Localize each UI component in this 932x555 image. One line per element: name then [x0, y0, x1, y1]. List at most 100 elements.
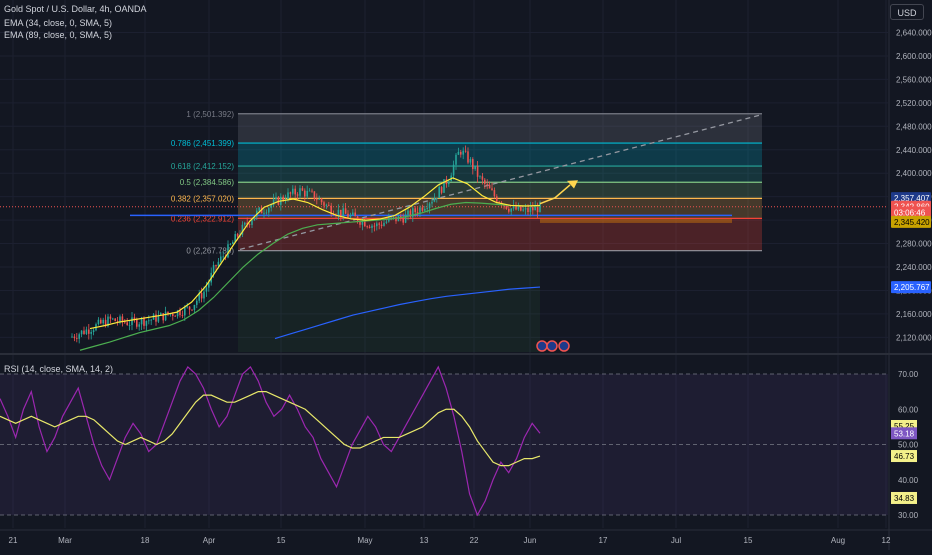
candle-body [148, 320, 150, 322]
candle-body [263, 212, 265, 214]
fib-zone [238, 143, 762, 167]
candle-body [212, 265, 215, 273]
time-tick-label: Aug [831, 536, 845, 545]
candle-body [83, 330, 85, 334]
candle-body [527, 208, 529, 213]
candle-body [85, 329, 88, 334]
candle-body [104, 319, 107, 327]
candle-body [392, 216, 395, 218]
candle-body [176, 310, 179, 317]
fib-level-label: 1 (2,501.392) [186, 110, 234, 119]
candle-body [114, 318, 116, 322]
economic-event-icon [536, 340, 548, 352]
rsi-tick-label: 40.00 [898, 476, 919, 485]
candle-body [186, 306, 188, 308]
candle-body [462, 150, 464, 155]
candle-body [73, 336, 76, 339]
candle-body [97, 319, 100, 325]
candle-body [152, 314, 155, 320]
price-tick-label: 2,160.000 [896, 310, 932, 319]
candle-body [251, 220, 253, 225]
time-tick-label: Jul [671, 536, 681, 545]
candle-body [143, 318, 145, 326]
candle-body [503, 205, 505, 207]
candle-body [493, 190, 496, 197]
candle-body [131, 317, 133, 326]
candle-body [409, 210, 412, 217]
candle-body [496, 196, 498, 202]
candle-body [508, 208, 510, 212]
rsi-line [0, 365, 541, 517]
economic-event-icon [558, 340, 570, 352]
fib-level-label: 0 (2,267.789) [186, 247, 234, 256]
candle-body [71, 336, 73, 338]
candle-body [464, 150, 467, 152]
rsi-tick-label: 60.00 [898, 405, 919, 414]
rsi-legend[interactable]: RSI (14, close, SMA, 14, 2) [4, 364, 114, 374]
candle-body [121, 316, 124, 322]
currency-button[interactable]: USD [890, 4, 924, 20]
candle-body [366, 226, 368, 228]
fib-zone [238, 113, 762, 144]
candle-body [440, 187, 443, 193]
rsi-ma-line [0, 391, 541, 467]
candle-body [313, 191, 316, 200]
time-tick-label: 12 [882, 536, 891, 545]
candle-body [484, 179, 486, 185]
candle-body [536, 206, 539, 213]
candle-body [448, 181, 450, 185]
candle-body [215, 265, 217, 267]
candle-body [486, 184, 488, 185]
candle-body [534, 206, 536, 211]
candle-body [169, 313, 172, 315]
fib-level-label: 0.786 (2,451.399) [171, 139, 234, 148]
candle-body [258, 207, 260, 211]
candle-body [376, 223, 378, 227]
candle-body [229, 244, 232, 245]
candles [71, 145, 541, 344]
candle-body [198, 292, 200, 301]
candle-body [385, 221, 388, 223]
price-tick-label: 2,440.000 [896, 146, 932, 155]
candle-body [347, 213, 349, 218]
candle-body [320, 198, 323, 203]
candle-body [368, 226, 371, 228]
fib-level-label: 0.5 (2,384.586) [180, 178, 235, 187]
candle-body [476, 165, 479, 177]
candle-body [337, 209, 340, 216]
time-tick-label: 15 [744, 536, 753, 545]
rsi-tick-label: 30.00 [898, 511, 919, 520]
candle-body [325, 204, 328, 206]
time-tick-label: 18 [141, 536, 150, 545]
candle-body [241, 224, 244, 235]
candle-body [133, 317, 136, 320]
fib-level-label: 0.618 (2,412.152) [171, 162, 234, 171]
rsi-tick-label: 50.00 [898, 441, 919, 450]
ema89-legend[interactable]: EMA (89, close, 0, SMA, 5) [4, 30, 113, 40]
candle-body [236, 234, 239, 237]
ema34-legend[interactable]: EMA (34, close, 0, SMA, 5) [4, 18, 113, 28]
candle-body [174, 315, 176, 317]
ema34-line [89, 177, 541, 330]
candle-body [311, 190, 313, 192]
candle-body [220, 256, 222, 262]
candle-body [455, 154, 457, 165]
candle-body [390, 217, 392, 219]
candle-body [457, 151, 460, 155]
price-tick-label: 2,640.000 [896, 29, 932, 38]
candle-body [155, 314, 157, 322]
price-label: 2,345.420 [894, 218, 930, 227]
price-label: 03:06:46 [894, 208, 926, 217]
candle-body [316, 199, 318, 200]
candle-body [488, 184, 491, 189]
candle-body [436, 198, 438, 199]
candle-body [349, 214, 352, 218]
candle-body [107, 316, 109, 327]
candle-body [474, 165, 476, 170]
candle-body [378, 223, 380, 225]
candle-body [460, 151, 462, 155]
ema89-line [79, 201, 540, 351]
price-label: 2,357.407 [894, 194, 930, 203]
